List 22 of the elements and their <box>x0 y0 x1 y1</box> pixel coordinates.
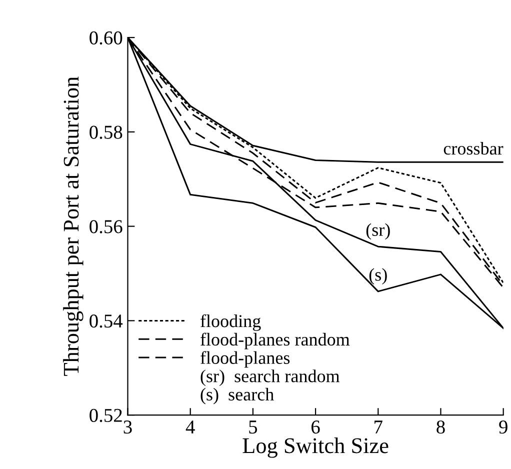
y-axis-title: Throughput per Port at Saturation <box>63 76 84 376</box>
annotation: (s) <box>369 268 387 284</box>
legend-label: flood-planes <box>200 351 290 368</box>
x-tick-label: 5 <box>249 420 258 434</box>
series-label: crossbar <box>444 142 504 155</box>
x-tick-label: 4 <box>186 420 195 434</box>
x-tick-label: 7 <box>374 420 382 434</box>
legend-label: flooding <box>200 314 261 331</box>
x-tick-label: 9 <box>499 420 508 434</box>
x-tick-label: 3 <box>124 420 132 434</box>
text: (sr) search random <box>200 370 340 386</box>
x-axis-title: Log Switch Size <box>242 438 388 458</box>
text: (s) search <box>200 388 274 404</box>
x-tick-label: 8 <box>436 420 445 434</box>
annotation: (sr) <box>366 223 390 240</box>
y-tick-label: 0.52 <box>90 408 122 422</box>
y-tick-label: 0.56 <box>90 220 122 234</box>
legend-label: flood-planes random <box>200 332 350 350</box>
x-tick-label: 6 <box>312 420 320 434</box>
y-tick-label: 0.60 <box>90 31 122 45</box>
y-tick-label: 0.58 <box>90 126 122 139</box>
y-tick-label: 0.54 <box>90 314 123 328</box>
